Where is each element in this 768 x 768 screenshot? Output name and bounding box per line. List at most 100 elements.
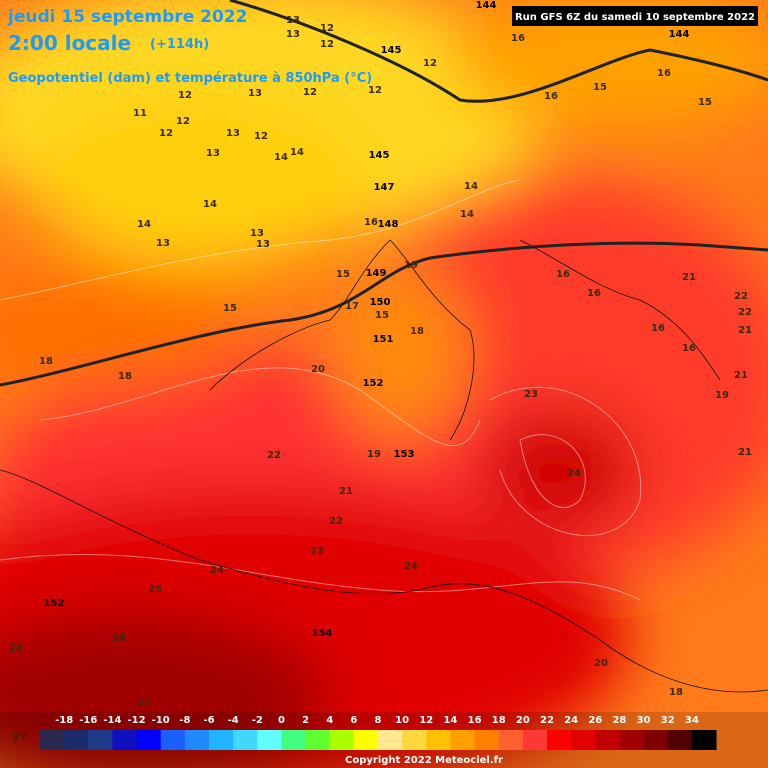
geopotential-label: 150 — [370, 297, 391, 308]
temperature-label: 18 — [410, 326, 424, 337]
geopotential-label: 145 — [369, 150, 390, 161]
legend-swatch — [136, 730, 162, 750]
temperature-label: 16 — [544, 91, 558, 102]
forecast-time: 2:00 locale — [8, 31, 131, 55]
temperature-label: 21 — [738, 325, 752, 336]
temperature-label: 21 — [734, 370, 748, 381]
temperature-label: 22 — [734, 291, 748, 302]
temperature-label: 15 — [375, 310, 389, 321]
legend-swatch — [571, 730, 596, 750]
geopotential-label: 151 — [373, 334, 394, 345]
temperature-label: 16 — [651, 323, 665, 334]
temperature-label: 24 — [9, 643, 23, 654]
legend-tick-label: 18 — [492, 715, 506, 726]
legend-swatch — [184, 730, 210, 750]
temperature-label: 12 — [303, 87, 317, 98]
geopotential-label: 152 — [44, 598, 65, 609]
forecast-lead: (+114h) — [150, 37, 209, 52]
legend-tick-label: 6 — [350, 715, 357, 726]
legend-tick-label: 28 — [612, 715, 626, 726]
temperature-label: 13 — [206, 148, 220, 159]
coastlines — [0, 239, 768, 693]
legend-tick-label: 12 — [419, 715, 433, 726]
legend-swatch — [402, 730, 427, 750]
legend-tick-label: -6 — [203, 715, 214, 726]
temperature-label: 14 — [290, 147, 304, 158]
temperature-label: 18 — [669, 687, 683, 698]
temperature-label: 14 — [137, 219, 151, 230]
legend-tick-label: 16 — [468, 715, 482, 726]
legend-swatch — [522, 730, 548, 750]
temperature-label: 20 — [311, 364, 325, 375]
legend-swatch — [474, 730, 500, 750]
temperature-label: 12 — [176, 116, 190, 127]
forecast-date: jeudi 15 septembre 2022 — [7, 7, 247, 27]
legend-swatch — [378, 730, 403, 750]
legend-swatch — [112, 730, 138, 750]
legend-tick-label: 2 — [302, 715, 309, 726]
legend-tick-label: -10 — [152, 715, 170, 726]
temperature-label: 22 — [738, 307, 752, 318]
legend-tick-label: -16 — [79, 715, 97, 726]
temperature-label: 15 — [698, 97, 712, 108]
temperature-label: 14 — [460, 209, 474, 220]
legend-swatch — [667, 730, 693, 750]
legend-tick-label: -2 — [252, 715, 263, 726]
temperature-label: 16 — [364, 217, 378, 228]
temperature-label: 13 — [248, 88, 262, 99]
temperature-label: 13 — [286, 15, 300, 26]
temperature-label: 12 — [320, 39, 334, 50]
temperature-label: 13 — [156, 238, 170, 249]
temperature-label: 21 — [339, 486, 353, 497]
temperature-label: 15 — [336, 269, 350, 280]
legend-tick-label: -4 — [228, 715, 239, 726]
legend-swatch — [160, 730, 186, 750]
geopotential-label: 148 — [378, 219, 399, 230]
legend-swatch — [233, 730, 258, 750]
legend-tick-label: 24 — [564, 715, 578, 726]
temperature-label: 12 — [159, 128, 173, 139]
legend-swatch — [64, 730, 89, 750]
temperature-label: 12 — [423, 58, 437, 69]
legend-swatch — [40, 730, 65, 750]
legend-tick-label: 34 — [685, 715, 699, 726]
legend-swatch — [595, 730, 620, 750]
temperature-label: 18 — [118, 371, 132, 382]
temperature-label: 22 — [267, 450, 281, 461]
legend-swatch — [643, 730, 669, 750]
temperature-label: 23 — [524, 389, 538, 400]
isotherms — [0, 179, 642, 601]
geopotential-label: 144 — [669, 29, 690, 40]
legend-tick-label: 8 — [375, 715, 382, 726]
run-box — [512, 6, 758, 26]
geopotential-lines — [0, 0, 768, 387]
geopotential-label: 149 — [366, 268, 387, 279]
temperature-label: 14 — [464, 181, 478, 192]
temperature-label: 12 — [320, 23, 334, 34]
temperature-label: 25 — [148, 584, 162, 595]
geopotential-label: 144 — [476, 0, 497, 11]
temperature-label: 15 — [223, 303, 237, 314]
temperature-label: 27 — [137, 698, 151, 709]
temperature-label: 16 — [556, 269, 570, 280]
geopotential-label: 147 — [374, 182, 395, 193]
subtitle: Geopotentiel (dam) et température à 850h… — [8, 71, 372, 86]
legend-tick-label: 0 — [278, 715, 285, 726]
temperature-label: 15 — [593, 82, 607, 93]
temperature-label: 23 — [310, 546, 324, 557]
legend-tick-label: -12 — [128, 715, 146, 726]
legend-tick-label: -18 — [55, 715, 73, 726]
temperature-label: 14 — [203, 199, 217, 210]
temperature-label: 13 — [286, 29, 300, 40]
geopotential-label: 152 — [363, 378, 384, 389]
copyright: Copyright 2022 Meteociel.fr — [345, 755, 503, 766]
temperature-label: 20 — [594, 658, 608, 669]
legend-swatch — [619, 730, 645, 750]
legend-tick-label: 20 — [516, 715, 530, 726]
temperature-label: 24 — [404, 561, 418, 572]
legend-swatch — [281, 730, 307, 750]
legend-swatch — [498, 730, 524, 750]
temperature-label: 21 — [682, 272, 696, 283]
